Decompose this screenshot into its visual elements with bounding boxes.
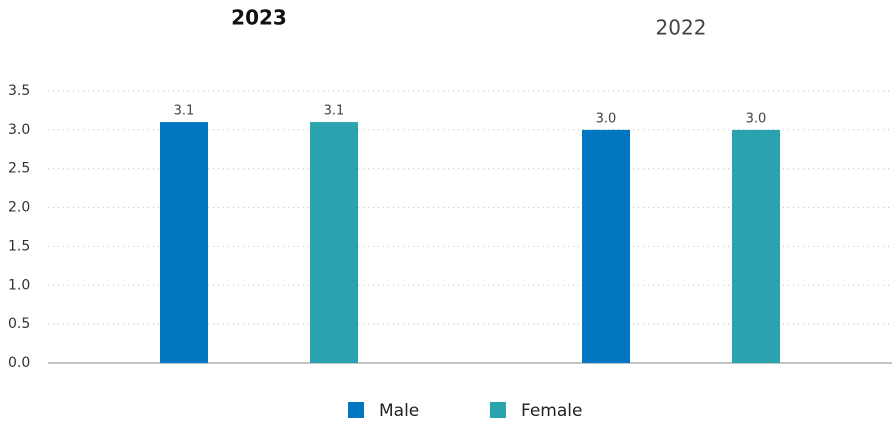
data-label: 3.1 [324, 104, 345, 119]
y-tick-label: 1.5 [8, 238, 30, 254]
bar [310, 122, 358, 363]
legend-swatch [490, 402, 506, 418]
data-label: 3.0 [596, 111, 617, 126]
y-tick-label: 0.5 [8, 316, 30, 332]
bar [732, 129, 780, 363]
data-label: 3.0 [746, 111, 767, 126]
legend-label: Female [521, 401, 582, 421]
legend-label: Male [379, 401, 419, 421]
y-tick-label: 2.0 [8, 200, 30, 216]
y-tick-label: 3.5 [8, 83, 30, 99]
y-tick-label: 3.0 [8, 122, 30, 138]
category-label: 2022 [656, 16, 707, 40]
bar [160, 122, 208, 363]
bar [582, 129, 630, 363]
y-tick-label: 0.0 [8, 355, 30, 371]
y-tick-label: 1.0 [8, 277, 30, 293]
category-label: 2023 [231, 6, 287, 30]
legend-swatch [348, 402, 364, 418]
y-tick-label: 2.5 [8, 161, 30, 177]
data-label: 3.1 [174, 104, 195, 119]
